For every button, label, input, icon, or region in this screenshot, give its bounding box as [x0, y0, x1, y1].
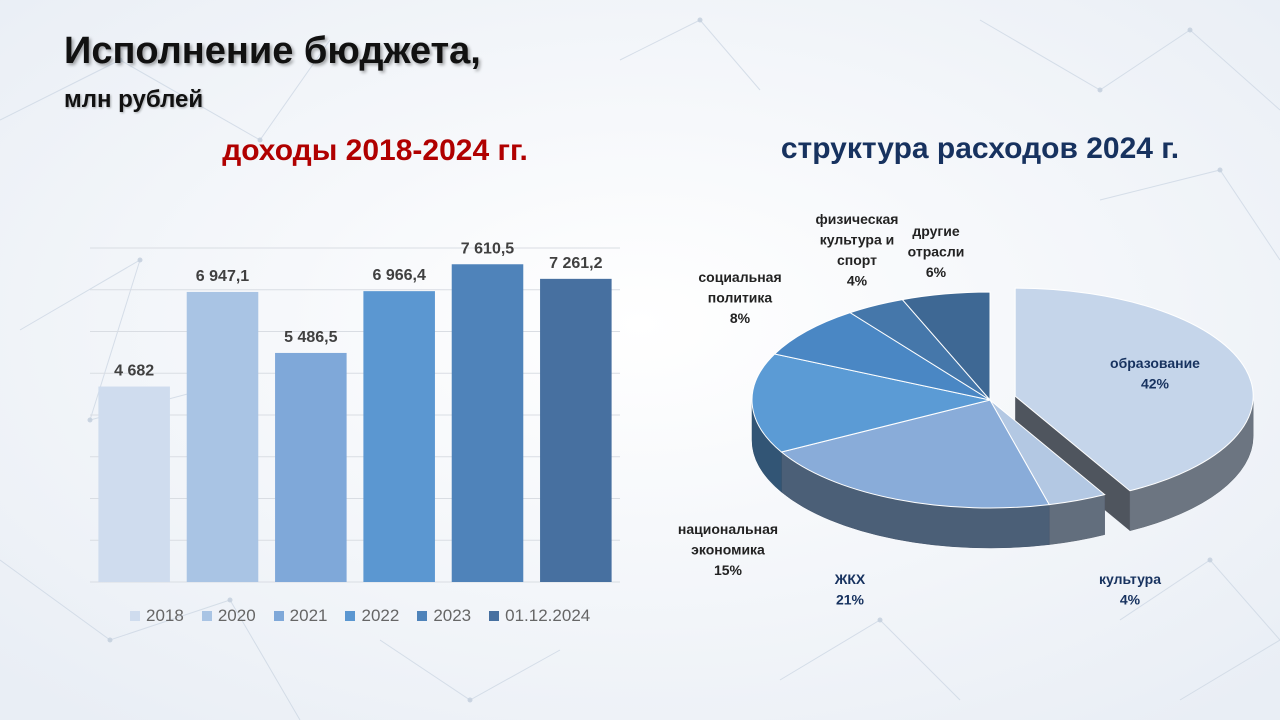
legend-swatch	[345, 611, 356, 621]
legend-label: 2018	[146, 606, 184, 625]
pie-sides	[751, 396, 1254, 549]
expense-structure-heading: структура расходов 2024 г.	[780, 132, 1180, 165]
legend-item: 2023	[417, 606, 471, 626]
legend-label: 2023	[433, 606, 472, 625]
legend-swatch	[417, 611, 428, 621]
bar-2023	[451, 264, 524, 582]
bar-data-label: 7 261,2	[549, 255, 602, 272]
revenue-bar-chart: 4 682 6 947,1 5 486,5 6 966,4 7 610,5 7 261,2	[90, 240, 620, 583]
pie-label: культура 4%	[1099, 571, 1161, 608]
bar-data-label: 7 610,5	[461, 240, 514, 257]
legend-item: 2020	[201, 606, 256, 626]
pie-slice-национальная-экономика	[751, 353, 991, 453]
legend-swatch	[201, 611, 212, 621]
pie-slice-образование	[1014, 287, 1254, 492]
expense-pie-chart: образование 42% культура 4% ЖКХ 21% национальн…	[678, 211, 1254, 608]
pie-tops	[751, 287, 1254, 509]
bar-data-label: 4 682	[114, 363, 154, 380]
legend-item: 2021	[273, 606, 328, 626]
pie-label: другие отрасли 6%	[908, 223, 965, 280]
pie-slice-другие-отрасли	[901, 291, 991, 402]
pie-label: ЖКХ 21%	[834, 571, 866, 608]
bar-2021	[275, 352, 347, 582]
pie-label: социальная политика 8%	[698, 269, 781, 326]
legend-swatch	[489, 611, 500, 621]
legend-item: 01.12.2024	[489, 606, 590, 626]
pie-slice-социальная-политика	[773, 312, 991, 401]
pie-label: образование 42%	[1110, 355, 1200, 392]
pie-slice-ЖКХ	[780, 399, 1050, 509]
bar-2022	[363, 291, 435, 582]
legend-item: 2018	[130, 606, 184, 626]
legend-item: 2022	[345, 606, 399, 626]
legend-label: 2021	[289, 606, 328, 625]
bar-data-label: 6 966,4	[372, 267, 425, 284]
legend-label: 2020	[217, 606, 256, 625]
bar-data-label: 5 486,5	[284, 329, 337, 346]
legend-label: 2022	[361, 606, 400, 625]
bar-2018	[98, 386, 170, 582]
bar-2020	[186, 291, 259, 582]
pie-label: национальная экономика 15%	[678, 521, 778, 578]
revenue-chart-heading: доходы 2018-2024 гг.	[222, 134, 528, 167]
page-title: Исполнение бюджета,	[64, 30, 481, 72]
pie-label: физическая культура и спорт 4%	[816, 211, 899, 289]
bar-01.12.2024	[540, 278, 612, 582]
revenue-chart-legend: 2018 2020 2021 2022 2023 01.12.2024	[130, 606, 650, 626]
legend-swatch	[130, 611, 140, 621]
page-subtitle: млн рублей	[64, 86, 204, 113]
legend-label: 01.12.2024	[505, 606, 591, 625]
legend-swatch	[273, 611, 284, 621]
bar-data-label: 6 947,1	[196, 268, 249, 285]
